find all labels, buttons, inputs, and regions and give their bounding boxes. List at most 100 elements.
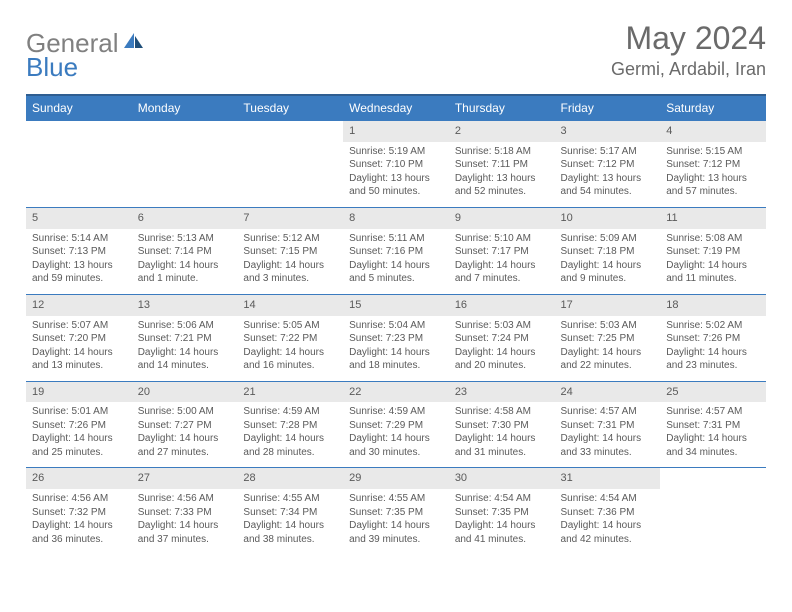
sunrise-text: Sunrise: 4:57 AM (666, 405, 760, 419)
day-number-cell: 29 (343, 468, 449, 489)
day-number-cell: 3 (555, 121, 661, 142)
day-number-cell: 9 (449, 207, 555, 228)
day-details-row: Sunrise: 5:07 AMSunset: 7:20 PMDaylight:… (26, 316, 766, 382)
sunset-text: Sunset: 7:22 PM (243, 332, 337, 346)
day-number-cell: 13 (132, 294, 238, 315)
logo-row2: Blue (26, 52, 78, 83)
weekday-header: Monday (132, 95, 238, 121)
daylight-text: Daylight: 13 hours and 59 minutes. (32, 259, 126, 286)
day-number-cell: 5 (26, 207, 132, 228)
daylight-text: Daylight: 14 hours and 11 minutes. (666, 259, 760, 286)
sunset-text: Sunset: 7:26 PM (666, 332, 760, 346)
sunrise-text: Sunrise: 4:58 AM (455, 405, 549, 419)
daylight-text: Daylight: 14 hours and 25 minutes. (32, 432, 126, 459)
day-details-cell: Sunrise: 5:03 AMSunset: 7:24 PMDaylight:… (449, 316, 555, 382)
sunset-text: Sunset: 7:34 PM (243, 506, 337, 520)
daylight-text: Daylight: 14 hours and 41 minutes. (455, 519, 549, 546)
daylight-text: Daylight: 14 hours and 39 minutes. (349, 519, 443, 546)
sunset-text: Sunset: 7:36 PM (561, 506, 655, 520)
sunrise-text: Sunrise: 5:09 AM (561, 232, 655, 246)
sunset-text: Sunset: 7:14 PM (138, 245, 232, 259)
daylight-text: Daylight: 14 hours and 38 minutes. (243, 519, 337, 546)
header: General May 2024 Germi, Ardabil, Iran (26, 20, 766, 80)
weekday-header: Saturday (660, 95, 766, 121)
day-number-cell: 14 (237, 294, 343, 315)
sunrise-text: Sunrise: 5:06 AM (138, 319, 232, 333)
day-number-cell: 15 (343, 294, 449, 315)
sunrise-text: Sunrise: 5:14 AM (32, 232, 126, 246)
day-details-cell (660, 489, 766, 554)
sunset-text: Sunset: 7:18 PM (561, 245, 655, 259)
sunset-text: Sunset: 7:35 PM (455, 506, 549, 520)
weekday-header: Tuesday (237, 95, 343, 121)
day-number-cell: 6 (132, 207, 238, 228)
title-block: May 2024 Germi, Ardabil, Iran (611, 20, 766, 80)
day-number-cell: 7 (237, 207, 343, 228)
daylight-text: Daylight: 13 hours and 57 minutes. (666, 172, 760, 199)
daylight-text: Daylight: 14 hours and 36 minutes. (32, 519, 126, 546)
sunset-text: Sunset: 7:24 PM (455, 332, 549, 346)
sunset-text: Sunset: 7:27 PM (138, 419, 232, 433)
day-number-cell: 27 (132, 468, 238, 489)
weekday-header: Sunday (26, 95, 132, 121)
day-details-cell: Sunrise: 5:05 AMSunset: 7:22 PMDaylight:… (237, 316, 343, 382)
daylight-text: Daylight: 14 hours and 22 minutes. (561, 346, 655, 373)
sunset-text: Sunset: 7:30 PM (455, 419, 549, 433)
weekday-header: Thursday (449, 95, 555, 121)
day-number-cell: 2 (449, 121, 555, 142)
day-details-cell: Sunrise: 5:11 AMSunset: 7:16 PMDaylight:… (343, 229, 449, 295)
sunrise-text: Sunrise: 5:13 AM (138, 232, 232, 246)
sunrise-text: Sunrise: 4:59 AM (349, 405, 443, 419)
sunset-text: Sunset: 7:19 PM (666, 245, 760, 259)
sunrise-text: Sunrise: 4:56 AM (32, 492, 126, 506)
daylight-text: Daylight: 14 hours and 5 minutes. (349, 259, 443, 286)
day-details-cell: Sunrise: 4:59 AMSunset: 7:29 PMDaylight:… (343, 402, 449, 468)
sunrise-text: Sunrise: 5:08 AM (666, 232, 760, 246)
sunset-text: Sunset: 7:25 PM (561, 332, 655, 346)
day-details-cell (132, 142, 238, 208)
day-details-cell: Sunrise: 5:08 AMSunset: 7:19 PMDaylight:… (660, 229, 766, 295)
day-number-cell: 19 (26, 381, 132, 402)
sunset-text: Sunset: 7:17 PM (455, 245, 549, 259)
daylight-text: Daylight: 14 hours and 16 minutes. (243, 346, 337, 373)
day-number-cell: 12 (26, 294, 132, 315)
daylight-text: Daylight: 14 hours and 31 minutes. (455, 432, 549, 459)
daylight-text: Daylight: 14 hours and 13 minutes. (32, 346, 126, 373)
day-details-cell: Sunrise: 4:55 AMSunset: 7:34 PMDaylight:… (237, 489, 343, 554)
month-title: May 2024 (611, 20, 766, 57)
day-number-cell (660, 468, 766, 489)
sunrise-text: Sunrise: 5:17 AM (561, 145, 655, 159)
day-number-cell: 4 (660, 121, 766, 142)
daylight-text: Daylight: 14 hours and 34 minutes. (666, 432, 760, 459)
sunrise-text: Sunrise: 5:15 AM (666, 145, 760, 159)
day-number-row: 262728293031 (26, 468, 766, 489)
day-details-cell: Sunrise: 4:58 AMSunset: 7:30 PMDaylight:… (449, 402, 555, 468)
day-details-cell: Sunrise: 5:19 AMSunset: 7:10 PMDaylight:… (343, 142, 449, 208)
sunrise-text: Sunrise: 5:03 AM (561, 319, 655, 333)
day-number-row: 12131415161718 (26, 294, 766, 315)
daylight-text: Daylight: 14 hours and 7 minutes. (455, 259, 549, 286)
sunrise-text: Sunrise: 5:19 AM (349, 145, 443, 159)
day-details-cell: Sunrise: 5:06 AMSunset: 7:21 PMDaylight:… (132, 316, 238, 382)
day-number-cell: 23 (449, 381, 555, 402)
weekday-header-row: SundayMondayTuesdayWednesdayThursdayFrid… (26, 95, 766, 121)
daylight-text: Daylight: 14 hours and 20 minutes. (455, 346, 549, 373)
day-details-row: Sunrise: 5:14 AMSunset: 7:13 PMDaylight:… (26, 229, 766, 295)
day-details-cell: Sunrise: 4:55 AMSunset: 7:35 PMDaylight:… (343, 489, 449, 554)
daylight-text: Daylight: 13 hours and 54 minutes. (561, 172, 655, 199)
sunset-text: Sunset: 7:31 PM (666, 419, 760, 433)
day-number-row: 19202122232425 (26, 381, 766, 402)
day-number-cell: 22 (343, 381, 449, 402)
day-details-cell: Sunrise: 5:10 AMSunset: 7:17 PMDaylight:… (449, 229, 555, 295)
daylight-text: Daylight: 14 hours and 42 minutes. (561, 519, 655, 546)
sunset-text: Sunset: 7:35 PM (349, 506, 443, 520)
day-number-cell: 1 (343, 121, 449, 142)
day-details-cell: Sunrise: 4:57 AMSunset: 7:31 PMDaylight:… (660, 402, 766, 468)
sunrise-text: Sunrise: 4:54 AM (561, 492, 655, 506)
day-number-cell: 25 (660, 381, 766, 402)
day-details-cell: Sunrise: 5:14 AMSunset: 7:13 PMDaylight:… (26, 229, 132, 295)
day-details-cell: Sunrise: 5:18 AMSunset: 7:11 PMDaylight:… (449, 142, 555, 208)
day-details-cell: Sunrise: 4:56 AMSunset: 7:32 PMDaylight:… (26, 489, 132, 554)
day-details-cell: Sunrise: 5:12 AMSunset: 7:15 PMDaylight:… (237, 229, 343, 295)
sunrise-text: Sunrise: 4:55 AM (243, 492, 337, 506)
